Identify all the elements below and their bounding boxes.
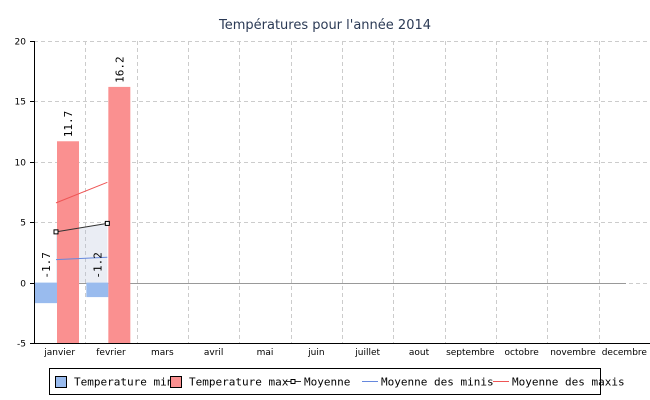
legend-label-2: Moyenne bbox=[304, 376, 350, 389]
bar-layer bbox=[35, 86, 131, 344]
legend: Temperature min Temperature max Moyenne Moy… bbox=[49, 368, 625, 395]
chart-title: Températures pour l'année 2014 bbox=[218, 18, 431, 33]
line-moyenne-des-minis bbox=[55, 256, 108, 261]
y-tick-label: -5 bbox=[17, 340, 26, 350]
legend-label-0: Temperature min bbox=[74, 376, 173, 389]
x-tick-label: mai bbox=[257, 348, 274, 358]
x-tick-label: octobre bbox=[505, 348, 540, 358]
x-tick-label: aout bbox=[409, 348, 430, 358]
x-tick-label: juin bbox=[307, 348, 324, 358]
legend-swatch-0 bbox=[55, 376, 67, 388]
y-tick-label: 0 bbox=[20, 280, 26, 290]
axes: -5 0 5 10 15 20 janvier fevrier mars avril mai juin… bbox=[15, 38, 650, 358]
line-moyenne bbox=[55, 222, 108, 233]
x-tick-label: mars bbox=[151, 348, 174, 358]
data-label-layer: -1.7 11.7 -1.2 16.2 bbox=[40, 56, 126, 278]
bar-temperature-min bbox=[86, 282, 109, 298]
x-tick-label: decembre bbox=[602, 348, 648, 358]
bar-temperature-min bbox=[35, 282, 57, 304]
line-moyenne-des-maxis bbox=[55, 181, 108, 204]
x-tick-label: juillet bbox=[354, 348, 380, 358]
x-tick-label: avril bbox=[204, 348, 224, 358]
legend-swatch-1 bbox=[170, 376, 182, 388]
x-tick-label: novembre bbox=[550, 348, 596, 358]
y-tick-label: 5 bbox=[20, 219, 26, 229]
grid bbox=[34, 41, 649, 343]
data-label-max: 16.2 bbox=[113, 56, 126, 83]
legend-label-1: Temperature max bbox=[189, 376, 289, 389]
x-tick-label: fevrier bbox=[96, 348, 126, 358]
legend-label-3: Moyenne des minis bbox=[381, 376, 494, 389]
y-tick-label: 10 bbox=[15, 159, 27, 169]
y-tick-label: 20 bbox=[15, 38, 27, 48]
bar-temperature-max bbox=[57, 141, 79, 343]
data-label-min: -1.7 bbox=[40, 252, 53, 279]
bar-temperature-max bbox=[108, 86, 131, 344]
data-label-min: -1.2 bbox=[91, 252, 104, 279]
y-tick-label: 15 bbox=[15, 98, 26, 108]
point-moyenne bbox=[104, 220, 110, 226]
line-layer bbox=[53, 181, 110, 261]
point-moyenne bbox=[53, 229, 59, 235]
legend-label-4: Moyenne des maxis bbox=[512, 376, 625, 389]
x-tick-label: septembre bbox=[446, 348, 495, 358]
data-label-max: 11.7 bbox=[62, 111, 75, 138]
legend-marker-2 bbox=[290, 379, 296, 384]
x-tick-label: janvier bbox=[43, 348, 75, 358]
